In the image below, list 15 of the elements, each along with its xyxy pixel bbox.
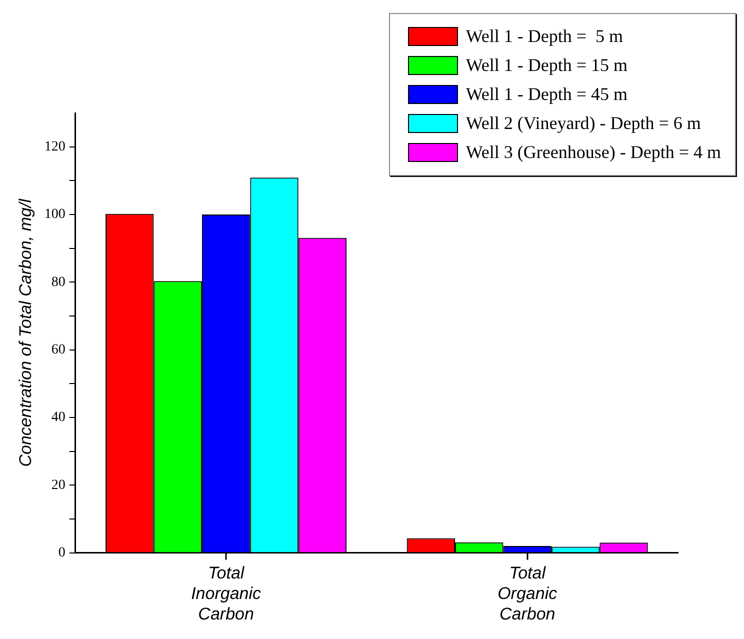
y-tick-label: 20: [51, 478, 66, 493]
y-tick-label: 60: [51, 342, 66, 358]
legend-label: Well 1 - Depth = 15 m: [466, 55, 628, 76]
legend-label: Well 1 - Depth = 45 m: [466, 84, 628, 105]
legend-label: Well 2 (Vineyard) - Depth = 6 m: [466, 113, 701, 134]
y-tick-label: 100: [44, 207, 66, 222]
y-tick-label: 80: [51, 274, 66, 290]
x-tick-label: Total Inorganic Carbon: [191, 564, 262, 624]
y-tick-label: 40: [51, 410, 66, 426]
x-tick-label: Total Organic Carbon: [498, 564, 558, 624]
y-tick-label: 0: [58, 545, 66, 560]
y-axis-title: Concentration of Total Carbon, mg/l: [16, 198, 35, 467]
y-tick-label: 120: [44, 140, 66, 155]
legend-label: Well 1 - Depth = 5 m: [466, 26, 624, 47]
legend-label: Well 3 (Greenhouse) - Depth = 4 m: [466, 142, 721, 163]
